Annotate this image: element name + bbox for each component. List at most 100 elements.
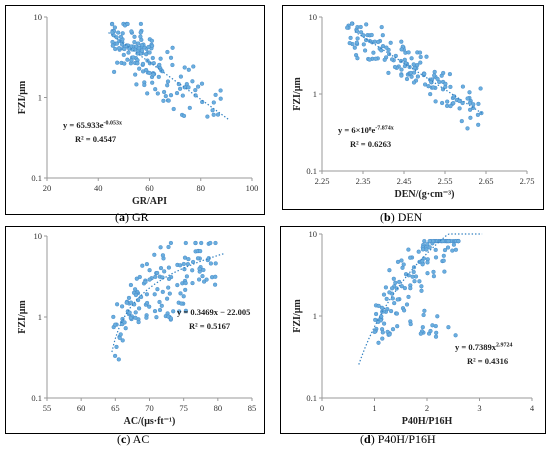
scatter-point [153, 87, 158, 92]
scatter-point [133, 287, 138, 292]
scatter-point [399, 39, 404, 44]
y-tick-label: 1 [313, 89, 317, 99]
scatter-point [199, 240, 204, 246]
scatter-point [415, 74, 420, 79]
scatter-point [142, 82, 147, 88]
y-tick-label: 10 [309, 12, 318, 22]
scatter-point [399, 284, 404, 289]
y-tick-label: 1 [38, 93, 42, 103]
scatter-point [170, 62, 175, 68]
scatter-point [465, 126, 470, 131]
scatter-point [185, 261, 190, 267]
scatter-point [165, 49, 170, 55]
x-tick-label: 60 [145, 183, 154, 193]
scatter-point [168, 93, 174, 98]
scatter-point [111, 314, 116, 319]
scatter-point [167, 291, 172, 296]
scatter-point [177, 309, 182, 314]
scatter-point [422, 239, 427, 244]
scatter-point [116, 46, 122, 51]
y-tick-label: 10 [34, 231, 43, 241]
scatter-point [425, 242, 430, 247]
scatter-point [155, 287, 160, 292]
scatter-point [128, 282, 133, 288]
scatter-point [433, 255, 439, 260]
x-tick-label: 4 [530, 403, 535, 413]
chart-panel-p40h-p16h: 0 1 2 3 4 0.1 1 10 P40H/P16H FZI/μm y = 0.7389x2.9… [280, 226, 546, 434]
scatter-point [431, 239, 436, 244]
x-tick-label: 1 [372, 403, 376, 413]
scatter-point [413, 274, 419, 279]
x-tick-label: 80 [214, 403, 223, 413]
scatter-point [411, 62, 416, 67]
scatter-point [445, 245, 451, 250]
scatter-point [181, 113, 187, 118]
scatter-point [386, 70, 391, 75]
scatter-point [409, 56, 414, 61]
scatter-point [186, 256, 191, 262]
scatter-point [387, 268, 392, 273]
y-axis-label: FZI/μm [292, 77, 303, 111]
scatter-point [147, 277, 152, 282]
scatter-point [150, 43, 155, 48]
caption-den: (b) DEN [380, 210, 423, 224]
scatter-point [422, 308, 427, 313]
scatter-point [182, 65, 187, 70]
scatter-point [112, 353, 118, 358]
scatter-point [151, 61, 156, 66]
scatter-point [110, 43, 115, 48]
scatter-point [114, 41, 119, 46]
scatter-point [435, 314, 440, 319]
scatter-point [126, 50, 131, 55]
scatter-point [183, 287, 188, 292]
scatter-point [165, 296, 170, 301]
scatter-point [168, 240, 173, 246]
scatter-point [186, 85, 191, 90]
scatter-point [432, 69, 437, 74]
scatter-point [420, 247, 426, 252]
scatter-point [475, 112, 480, 117]
scatter-point [412, 65, 417, 70]
scatter-point [158, 56, 163, 61]
axes: 2.25 2.35 2.45 2.55 2.65 2.75 0.1 1 10 [306, 12, 534, 186]
scatter-point [389, 286, 395, 291]
scatter-point [157, 307, 163, 313]
scatter-point [168, 316, 173, 321]
scatter-point [446, 239, 451, 244]
scatter-point [162, 89, 167, 95]
scatter-point [349, 21, 354, 26]
scatter-point [450, 248, 455, 253]
scatter-point [178, 263, 183, 268]
scatter-point [211, 100, 216, 105]
scatter-point [210, 108, 215, 113]
scatter-point [390, 327, 396, 332]
scatter-point [381, 309, 386, 314]
scatter-point [136, 41, 141, 46]
caption-ac: (c) AC [117, 432, 150, 446]
x-tick-label: 55 [43, 403, 52, 413]
scatter-point [138, 21, 143, 26]
scatter-point [387, 332, 392, 337]
scatter-point [478, 86, 483, 91]
scatter-point [202, 279, 207, 284]
scatter-point [157, 299, 162, 305]
scatter-point [139, 43, 144, 48]
scatter-point [435, 76, 440, 82]
scatter-point [124, 300, 129, 305]
scatter-point [152, 292, 157, 297]
scatter-point [183, 308, 188, 313]
scatter-point [132, 39, 137, 45]
scatter-point [116, 357, 121, 362]
scatter-point [404, 302, 410, 307]
scatter-point [146, 44, 151, 50]
caption-gr: (a) GR [115, 210, 149, 224]
scatter-point [152, 308, 158, 314]
scatter-point [144, 52, 149, 57]
axes: 0 1 2 3 4 0.1 1 10 [306, 229, 535, 413]
scatter-point [114, 302, 120, 307]
scatter-point [445, 99, 450, 104]
scatter-point [358, 30, 364, 35]
scatter-point [160, 253, 165, 258]
scatter-point [113, 46, 118, 52]
chart-panel-ac: 55 60 65 70 75 80 85 0.1 1 10 AC/(μs·ft⁻¹) FZI/μm y … [5, 226, 265, 434]
